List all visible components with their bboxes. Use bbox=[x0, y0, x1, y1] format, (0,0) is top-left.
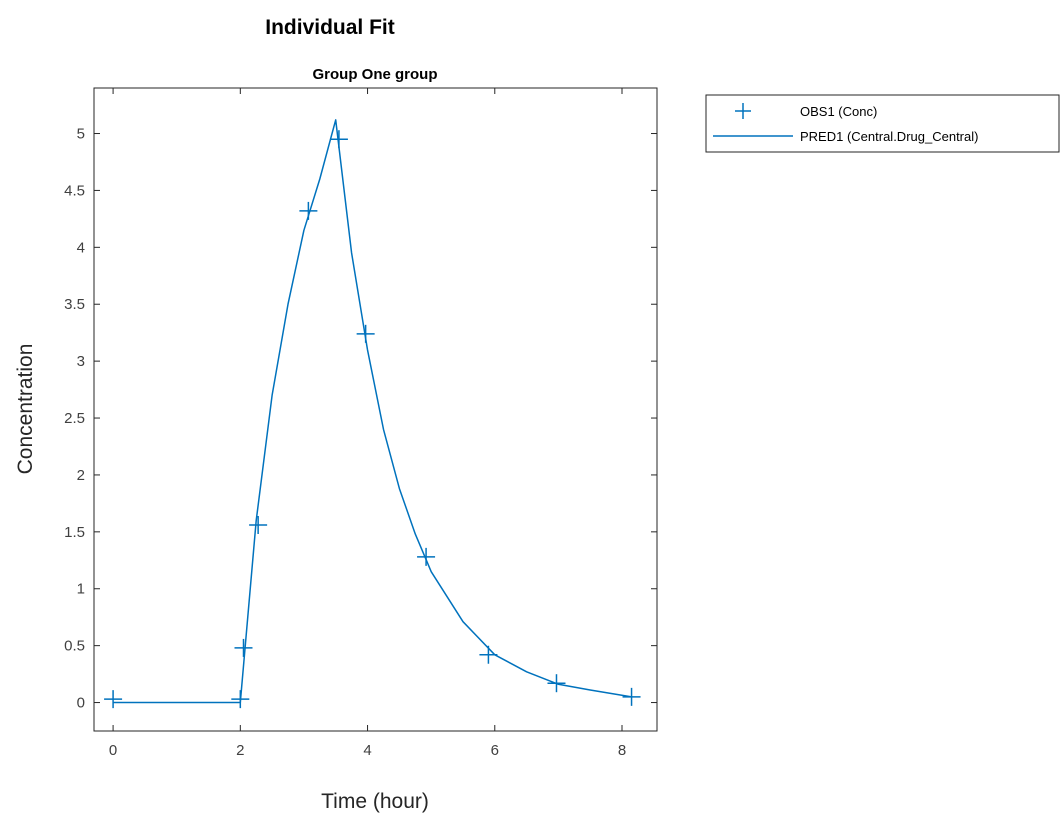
x-tick-label: 4 bbox=[363, 742, 371, 759]
x-tick-label: 6 bbox=[491, 742, 499, 759]
y-tick-label: 0.5 bbox=[64, 638, 85, 655]
x-tick-label: 2 bbox=[236, 742, 244, 759]
data-point-obs1 bbox=[104, 690, 123, 709]
data-point-obs1 bbox=[234, 638, 253, 657]
plot-area[interactable]: 0 2 4 6 8 0 0.5 1 1.5 2 2.5 3 3.5 4 4.5 5 bbox=[64, 87, 658, 759]
y-tick-label: 1.5 bbox=[64, 524, 85, 541]
legend-label-pred1: PRED1 (Central.Drug_Central) bbox=[800, 129, 978, 144]
y-tick-label: 0 bbox=[77, 695, 85, 712]
y-tick-label: 1 bbox=[77, 581, 85, 598]
x-tick-label: 8 bbox=[618, 742, 626, 759]
series-layer bbox=[104, 119, 641, 709]
y-axis-label: Concentration bbox=[14, 344, 37, 475]
series-line-pred1 bbox=[113, 119, 632, 704]
figure-title: Individual Fit bbox=[265, 16, 395, 39]
legend-label-obs1: OBS1 (Conc) bbox=[800, 104, 877, 119]
x-tick-label: 0 bbox=[109, 742, 117, 759]
legend-marker-obs1 bbox=[735, 103, 751, 119]
data-point-obs1 bbox=[417, 547, 436, 566]
y-tick-label: 2 bbox=[77, 467, 85, 484]
y-tick-label: 3 bbox=[77, 353, 85, 370]
axes-title: Group One group bbox=[313, 66, 438, 83]
y-tick-label: 2.5 bbox=[64, 410, 85, 427]
x-axis-label: Time (hour) bbox=[321, 790, 429, 813]
y-tick-label: 5 bbox=[77, 126, 85, 143]
tick-group: 0 2 4 6 8 0 0.5 1 1.5 2 2.5 3 3.5 4 4.5 5 bbox=[64, 88, 657, 759]
legend-box bbox=[705, 94, 1060, 153]
data-point-obs1 bbox=[249, 516, 268, 535]
y-tick-label: 4.5 bbox=[64, 182, 85, 199]
legend[interactable]: OBS1 (Conc) PRED1 (Central.Drug_Central) bbox=[705, 94, 1060, 153]
y-tick-label: 4 bbox=[77, 239, 85, 256]
y-tick-label: 3.5 bbox=[64, 296, 85, 313]
axes-box bbox=[93, 87, 658, 732]
